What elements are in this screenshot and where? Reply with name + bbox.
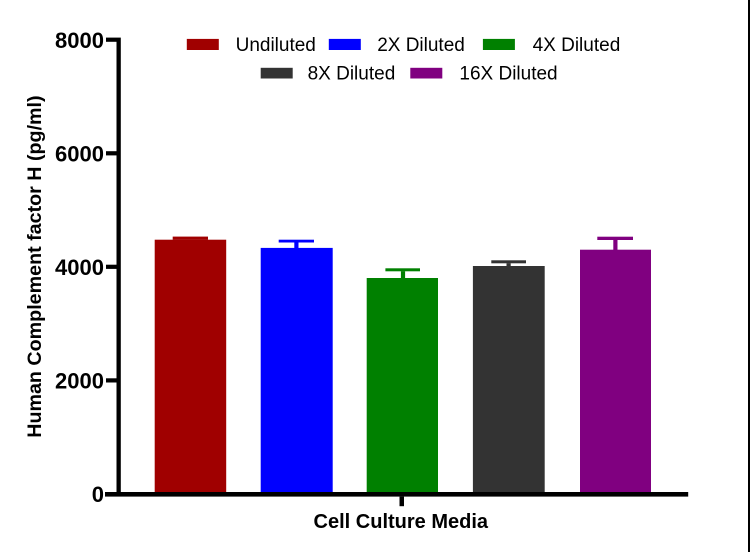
svg-text:16X Diluted: 16X Diluted	[459, 63, 557, 84]
svg-text:2X Diluted: 2X Diluted	[377, 35, 465, 56]
svg-text:8X Diluted: 8X Diluted	[308, 63, 396, 84]
svg-text:6000: 6000	[55, 142, 104, 167]
svg-text:Human Complement factor H (pg/: Human Complement factor H (pg/ml)	[24, 95, 46, 437]
svg-text:8000: 8000	[55, 28, 104, 53]
svg-text:4X Diluted: 4X Diluted	[533, 35, 621, 56]
svg-text:Undiluted: Undiluted	[236, 35, 316, 56]
svg-text:4000: 4000	[55, 255, 104, 280]
svg-text:Cell Culture Media: Cell Culture Media	[314, 511, 489, 533]
svg-text:2000: 2000	[55, 369, 104, 394]
svg-text:0: 0	[92, 482, 104, 507]
